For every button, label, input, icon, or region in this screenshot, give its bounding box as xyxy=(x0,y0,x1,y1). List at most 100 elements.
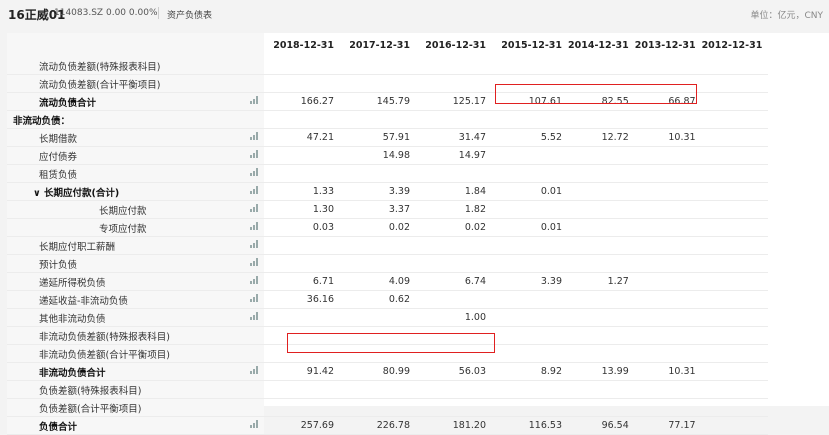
table-row: 长期应付职工薪酬 xyxy=(7,236,769,255)
value-cell: 1.00 xyxy=(416,308,492,327)
value-cell xyxy=(701,380,769,399)
column-header-2012-12-31[interactable]: 2012-12-31 xyxy=(701,39,763,51)
value-cell xyxy=(701,326,769,345)
value-cell: 125.17 xyxy=(416,92,492,111)
bar-chart-icon[interactable] xyxy=(249,204,259,212)
row-label: 流动负债合计 xyxy=(7,92,244,111)
table-row: 其他非流动负债 1.00 xyxy=(7,308,769,327)
balance-sheet-table: 2018-12-31 2017-12-31 2016-12-31 2015-12-31… xyxy=(7,33,769,435)
value-cell xyxy=(568,110,635,129)
bar-chart-icon[interactable] xyxy=(249,186,259,194)
value-cell xyxy=(634,344,702,363)
value-cell xyxy=(492,326,568,345)
column-header-2014-12-31[interactable]: 2014-12-31 xyxy=(568,39,629,51)
table-row: 负债差额(特殊报表科目) xyxy=(7,380,769,399)
value-cell xyxy=(264,110,340,129)
value-cell xyxy=(340,254,416,273)
value-cell: 0.62 xyxy=(340,290,416,309)
value-cell: 77.17 xyxy=(634,416,702,435)
value-cell xyxy=(340,326,416,345)
value-cell xyxy=(340,236,416,255)
value-cell xyxy=(264,344,340,363)
row-label: 租赁负债 xyxy=(7,164,244,183)
row-label: 负债差额(特殊报表科目) xyxy=(7,380,244,399)
value-cell xyxy=(416,57,492,75)
value-cell xyxy=(568,344,635,363)
row-chart-cell xyxy=(244,398,264,417)
value-cell xyxy=(568,308,635,327)
bar-chart-icon[interactable] xyxy=(249,168,259,176)
table-row: 流动负债合计 166.27 145.79 125.17 107.61 82.55 66.87 xyxy=(7,92,769,111)
value-cell xyxy=(701,218,769,237)
row-chart-cell xyxy=(244,164,264,183)
value-cell: 1.33 xyxy=(264,182,340,201)
bar-chart-icon[interactable] xyxy=(249,132,259,140)
column-header-2017-12-31[interactable]: 2017-12-31 xyxy=(349,39,410,51)
value-cell xyxy=(568,182,635,201)
value-cell xyxy=(492,398,568,417)
value-cell: 3.39 xyxy=(340,182,416,201)
value-cell xyxy=(634,380,702,399)
divider xyxy=(158,7,159,19)
value-cell xyxy=(340,164,416,183)
row-chart-cell xyxy=(244,326,264,345)
value-cell: 57.91 xyxy=(340,128,416,147)
row-chart-cell xyxy=(244,290,264,309)
value-cell xyxy=(492,290,568,309)
value-cell xyxy=(634,200,702,219)
row-chart-cell xyxy=(244,110,264,129)
highlight-box-noncurrent-total xyxy=(287,333,495,353)
value-cell xyxy=(701,236,769,255)
bar-chart-icon[interactable] xyxy=(249,258,259,266)
report-title: 资产负债表 xyxy=(167,11,213,21)
bar-chart-icon[interactable] xyxy=(249,150,259,158)
value-cell xyxy=(568,290,635,309)
bond-change: 0.00% xyxy=(128,8,158,18)
row-label: 专项应付款 xyxy=(7,218,244,237)
table-row: 负债差额(合计平衡项目) xyxy=(7,398,769,417)
value-cell xyxy=(568,398,635,417)
row-label: 应付债券 xyxy=(7,146,244,165)
value-cell xyxy=(701,57,769,75)
value-cell xyxy=(634,74,702,93)
row-label: 非流动负债差额(特殊报表科目) xyxy=(7,326,244,345)
bar-chart-icon[interactable] xyxy=(249,276,259,284)
value-cell: 47.21 xyxy=(264,128,340,147)
value-cell: 6.74 xyxy=(416,272,492,291)
bar-chart-icon[interactable] xyxy=(249,420,259,428)
value-cell: 1.82 xyxy=(416,200,492,219)
column-header-2016-12-31[interactable]: 2016-12-31 xyxy=(425,39,486,51)
bar-chart-icon[interactable] xyxy=(249,366,259,374)
bar-chart-icon[interactable] xyxy=(249,240,259,248)
row-label[interactable]: ∨ 长期应付款(合计) xyxy=(7,182,244,201)
value-cell xyxy=(568,326,635,345)
bar-chart-icon[interactable] xyxy=(249,222,259,230)
table-row: 非流动负债差额(合计平衡项目) xyxy=(7,344,769,363)
table-row: 非流动负债： xyxy=(7,110,769,129)
value-cell xyxy=(416,110,492,129)
row-label: 非流动负债合计 xyxy=(7,362,244,381)
bar-chart-icon[interactable] xyxy=(249,294,259,302)
value-cell: 12.72 xyxy=(568,128,635,147)
value-cell: 3.39 xyxy=(492,272,568,291)
value-cell xyxy=(492,200,568,219)
row-label: 递延所得税负债 xyxy=(7,272,244,291)
value-cell: 10.31 xyxy=(634,362,702,381)
value-cell xyxy=(634,57,702,75)
bar-chart-icon[interactable] xyxy=(249,96,259,104)
value-cell xyxy=(492,110,568,129)
value-cell: 5.52 xyxy=(492,128,568,147)
value-cell xyxy=(634,110,702,129)
bar-chart-icon[interactable] xyxy=(249,312,259,320)
value-cell xyxy=(416,326,492,345)
value-cell xyxy=(492,74,568,93)
column-header-2015-12-31[interactable]: 2015-12-31 xyxy=(501,39,562,51)
value-cell xyxy=(634,308,702,327)
value-cell: 4.09 xyxy=(340,272,416,291)
value-cell xyxy=(264,254,340,273)
value-cell xyxy=(634,326,702,345)
table-row: 非流动负债差额(特殊报表科目) xyxy=(7,326,769,345)
column-header-2013-12-31[interactable]: 2013-12-31 xyxy=(634,39,696,51)
value-cell xyxy=(701,92,769,111)
column-header-2018-12-31[interactable]: 2018-12-31 xyxy=(273,39,334,51)
